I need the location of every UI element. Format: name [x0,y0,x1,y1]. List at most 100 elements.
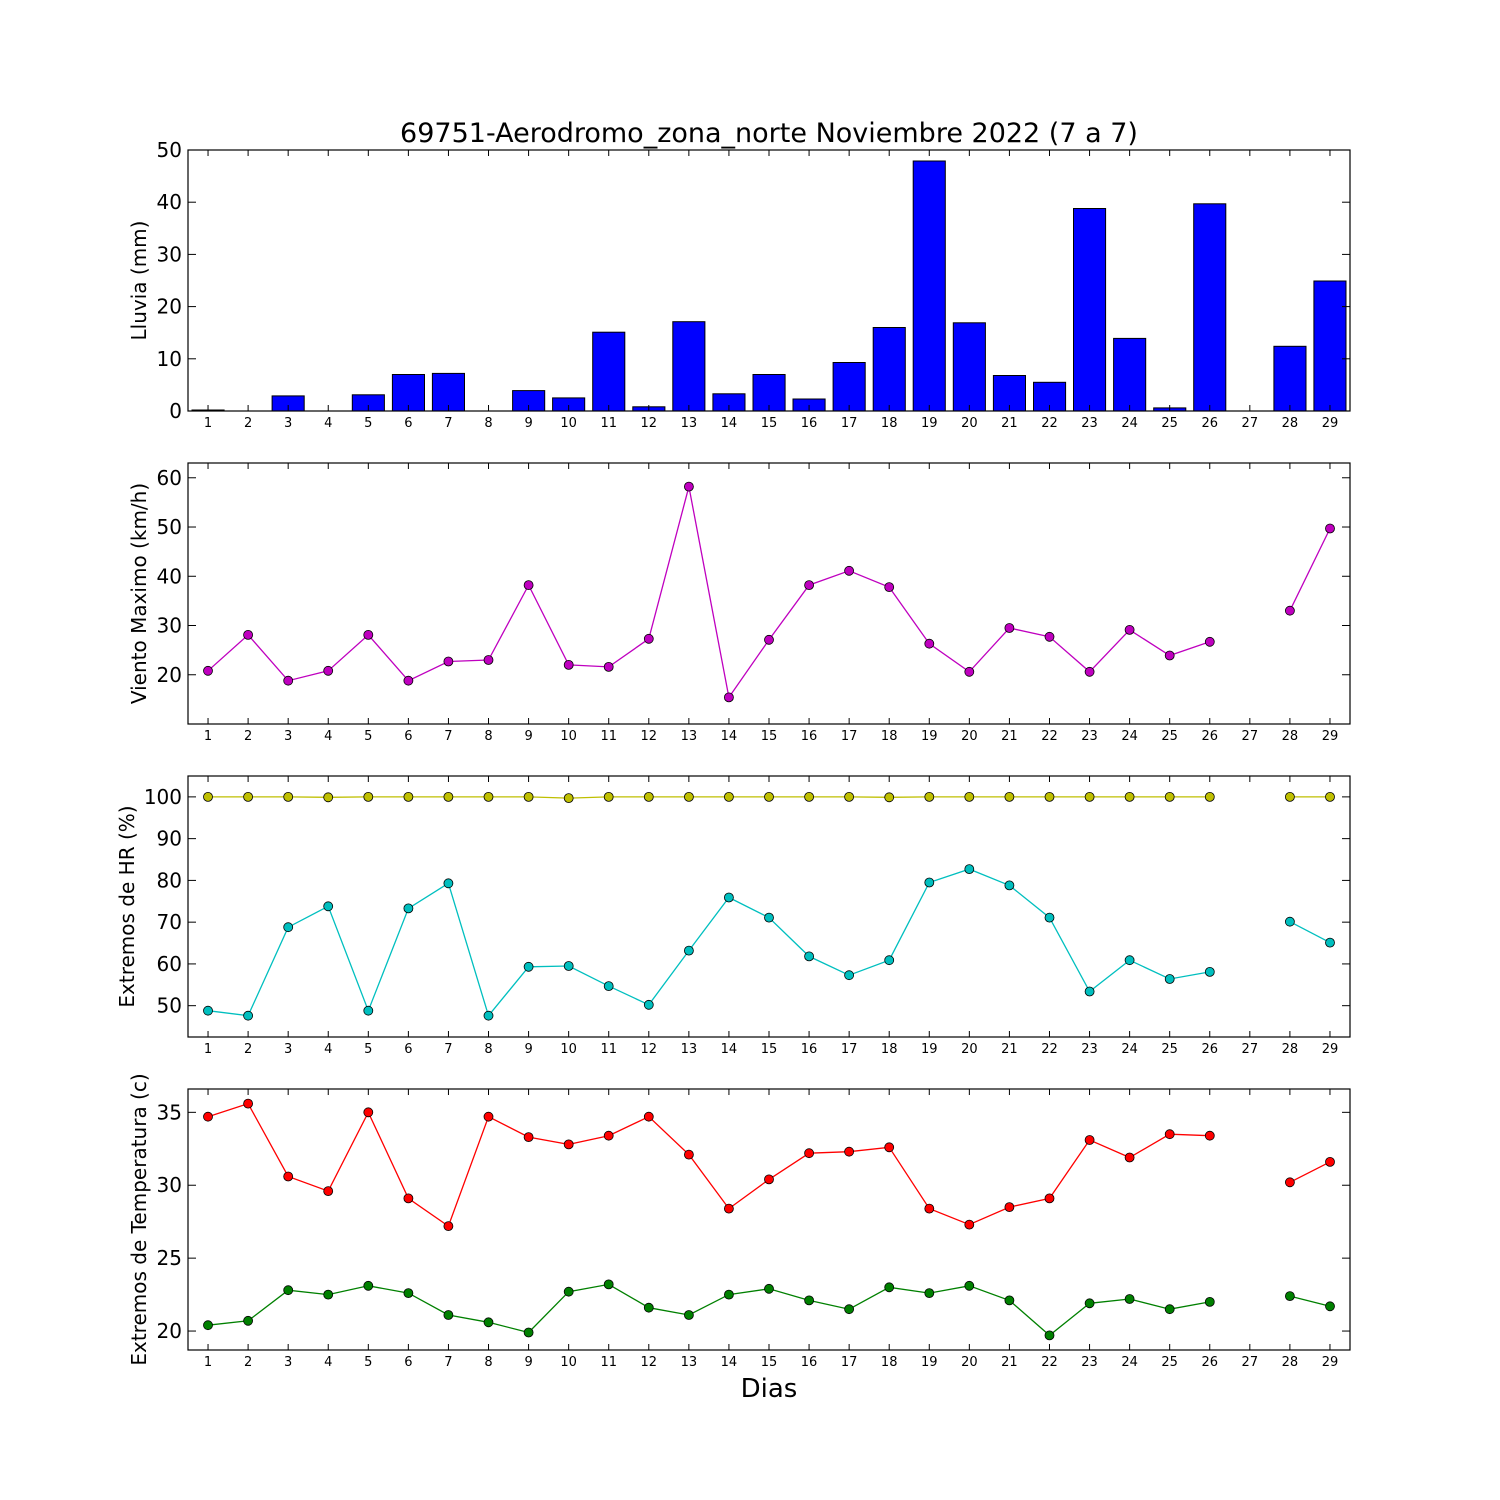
point-temp-0-24 [1124,1152,1135,1163]
x-tick-label-lluvia-16: 16 [801,416,818,431]
point-temp-0-9 [523,1132,534,1142]
y-tick-label-lluvia-40: 40 [157,190,182,214]
point-hr-1-25 [1164,974,1175,984]
x-tick-label-hr-18: 18 [881,1042,898,1057]
x-tick-label-viento-21: 21 [1001,729,1018,744]
point-temp-0-29 [1325,1157,1335,1167]
point-hr-0-1 [203,792,213,802]
y-axis-label-lluvia: Lluvia (mm) [127,221,151,341]
point-viento-0-4 [323,665,334,676]
bar-lluvia-7 [431,372,465,412]
point-temp-0-17 [844,1146,854,1157]
point-hr-1-20 [964,864,975,874]
point-viento-0-19 [924,638,935,649]
point-hr-1-13 [684,945,694,956]
point-temp-1-3 [283,1285,294,1296]
point-viento-0-17 [844,565,854,576]
axes-frame-hr [187,775,1351,1038]
x-tick-label-lluvia-28: 28 [1282,416,1299,431]
point-temp-0-18 [884,1142,895,1153]
x-tick-label-hr-27: 27 [1242,1042,1259,1057]
point-hr-1-11 [603,981,614,991]
point-hr-0-11 [603,792,614,802]
point-viento-0-7 [443,656,454,667]
x-tick-label-lluvia-23: 23 [1081,416,1098,431]
point-temp-1-12 [643,1302,654,1313]
x-tick-label-hr-22: 22 [1041,1042,1058,1057]
point-hr-0-18 [884,792,895,803]
x-tick-label-lluvia-19: 19 [921,416,938,431]
y-axis-label-temp: Extremos de Temperatura (c) [127,1073,151,1365]
x-tick-label-viento-27: 27 [1242,729,1259,744]
point-temp-1-15 [764,1283,774,1294]
point-temp-1-23 [1084,1298,1095,1309]
series-line-viento-0 [1289,528,1331,611]
point-hr-1-12 [643,999,654,1010]
point-viento-0-20 [964,666,975,677]
x-tick-label-viento-29: 29 [1322,729,1339,744]
y-tick-label-viento-20: 20 [157,663,182,687]
x-tick-label-hr-16: 16 [801,1042,818,1057]
point-temp-1-10 [563,1286,574,1297]
x-tick-label-hr-6: 6 [404,1042,412,1057]
point-temp-0-12 [643,1111,654,1122]
series-line-hr-0 [208,796,1210,799]
bar-lluvia-6 [391,374,425,412]
x-tick-label-viento-16: 16 [801,729,818,744]
point-hr-1-22 [1044,912,1055,923]
x-tick-label-temp-22: 22 [1041,1355,1058,1370]
x-tick-label-temp-23: 23 [1081,1355,1098,1370]
bar-lluvia-17 [832,362,866,412]
point-temp-0-20 [964,1219,975,1230]
point-hr-0-23 [1084,792,1095,802]
x-tick-label-viento-4: 4 [324,729,332,744]
point-hr-1-29 [1325,937,1335,948]
x-tick-label-lluvia-13: 13 [681,416,698,431]
x-tick-label-temp-7: 7 [444,1355,452,1370]
y-tick-label-lluvia-10: 10 [157,347,182,371]
chart-title: 69751-Aerodromo_zona_norte Noviembre 202… [400,118,1138,149]
point-temp-1-20 [964,1280,975,1291]
x-tick-label-hr-26: 26 [1201,1042,1218,1057]
x-tick-label-lluvia-2: 2 [244,416,252,431]
x-tick-label-lluvia-17: 17 [841,416,858,431]
x-tick-label-viento-3: 3 [284,729,292,744]
x-tick-label-lluvia-10: 10 [560,416,577,431]
point-hr-0-3 [283,792,294,802]
x-tick-label-temp-16: 16 [801,1355,818,1370]
point-viento-0-6 [403,675,414,686]
point-temp-0-25 [1164,1129,1175,1140]
series-line-temp-0 [1289,1161,1331,1183]
point-hr-0-9 [523,792,534,802]
point-viento-0-26 [1204,636,1215,647]
x-tick-label-hr-29: 29 [1322,1042,1339,1057]
x-tick-label-temp-6: 6 [404,1355,412,1370]
point-hr-1-9 [523,961,534,972]
point-hr-0-21 [1004,792,1015,802]
point-hr-0-12 [643,792,654,802]
x-tick-label-lluvia-20: 20 [961,416,978,431]
y-tick-label-temp-35: 35 [157,1100,182,1124]
x-tick-label-hr-2: 2 [244,1042,252,1057]
x-tick-label-viento-8: 8 [484,729,492,744]
x-tick-label-lluvia-9: 9 [524,416,532,431]
x-tick-label-lluvia-18: 18 [881,416,898,431]
point-temp-1-19 [924,1288,935,1298]
y-tick-label-lluvia-50: 50 [157,138,182,162]
point-viento-0-5 [363,630,374,640]
point-temp-0-8 [483,1111,494,1122]
point-viento-0-21 [1004,623,1015,633]
bar-lluvia-26 [1193,203,1227,412]
x-tick-label-temp-20: 20 [961,1355,978,1370]
point-hr-0-6 [403,792,414,802]
x-tick-label-temp-27: 27 [1242,1355,1259,1370]
point-hr-1-10 [563,961,574,971]
point-hr-1-1 [203,1005,213,1016]
x-tick-label-hr-17: 17 [841,1042,858,1057]
x-tick-label-temp-9: 9 [524,1355,532,1370]
x-tick-label-viento-11: 11 [600,729,617,744]
x-tick-label-temp-17: 17 [841,1355,858,1370]
x-tick-label-hr-15: 15 [761,1042,778,1057]
point-viento-0-23 [1084,666,1095,677]
